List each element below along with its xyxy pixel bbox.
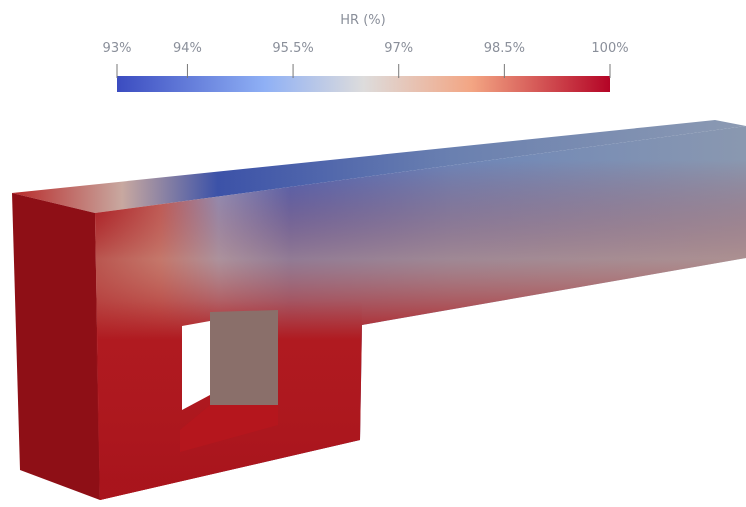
tick-label: 97% (384, 41, 413, 56)
colorbar-gradient (117, 76, 610, 92)
tick-label: 100% (591, 41, 628, 56)
tick-label: 93% (103, 41, 132, 56)
tick-label: 95.5% (272, 41, 313, 56)
tick-label: 94% (173, 41, 202, 56)
tick-label: 98.5% (484, 41, 525, 56)
top-face (12, 120, 746, 213)
hole-wall (210, 310, 278, 405)
colorbar: HR (%) 93% 94% 95.5% 97% 98.5% 100% (103, 13, 629, 92)
left-face (12, 193, 100, 500)
geometry (12, 120, 746, 500)
colorbar-title: HR (%) (340, 13, 385, 28)
hole-floor (180, 405, 278, 452)
hole-opening (182, 321, 210, 410)
